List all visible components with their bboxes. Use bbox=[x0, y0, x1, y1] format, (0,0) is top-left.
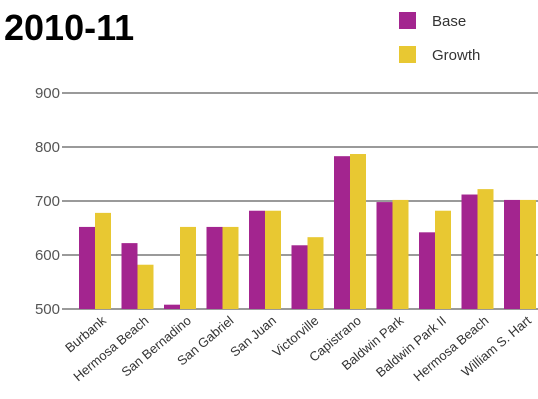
legend-label-base: Base bbox=[432, 13, 466, 30]
bar-growth bbox=[520, 199, 536, 309]
bar-growth bbox=[350, 154, 366, 309]
bars bbox=[79, 154, 536, 309]
bar-growth bbox=[477, 189, 494, 309]
bar-base bbox=[334, 156, 350, 309]
y-tick-label: 600 bbox=[35, 247, 60, 264]
legend: Base Growth bbox=[399, 12, 480, 64]
bar-base bbox=[164, 304, 180, 309]
legend-swatch-base bbox=[399, 12, 416, 29]
bar-base bbox=[121, 243, 138, 309]
bar-base bbox=[419, 232, 435, 309]
bar-base bbox=[376, 202, 393, 309]
bar-base bbox=[461, 194, 478, 309]
bar-growth bbox=[137, 264, 154, 309]
bar-base bbox=[504, 199, 520, 309]
y-tick-label: 800 bbox=[35, 139, 60, 156]
x-tick-label: San Juan bbox=[227, 313, 279, 360]
legend-label-growth: Growth bbox=[432, 47, 480, 64]
x-tick-label: Hermosa Beach bbox=[410, 313, 491, 384]
y-tick-label: 700 bbox=[35, 193, 60, 210]
y-tick-label: 900 bbox=[35, 85, 60, 102]
bar-growth bbox=[180, 226, 196, 309]
x-tick-label: Hermosa Beach bbox=[70, 313, 151, 384]
bar-growth bbox=[392, 199, 409, 309]
y-tick-label: 500 bbox=[35, 301, 60, 318]
bar-growth bbox=[435, 210, 451, 309]
bar-base bbox=[249, 210, 265, 309]
bar-growth bbox=[95, 212, 111, 309]
legend-swatch-growth bbox=[399, 46, 416, 63]
bar-base bbox=[206, 226, 223, 309]
bar-base bbox=[79, 226, 95, 309]
y-axis-ticks: 500 600 700 800 900 bbox=[35, 85, 60, 318]
chart-title: 2010-11 bbox=[4, 7, 134, 48]
bar-growth bbox=[222, 226, 239, 309]
bar-base bbox=[291, 245, 308, 309]
bar-growth bbox=[307, 237, 324, 309]
bar-growth bbox=[265, 210, 281, 309]
gridlines bbox=[62, 92, 538, 310]
